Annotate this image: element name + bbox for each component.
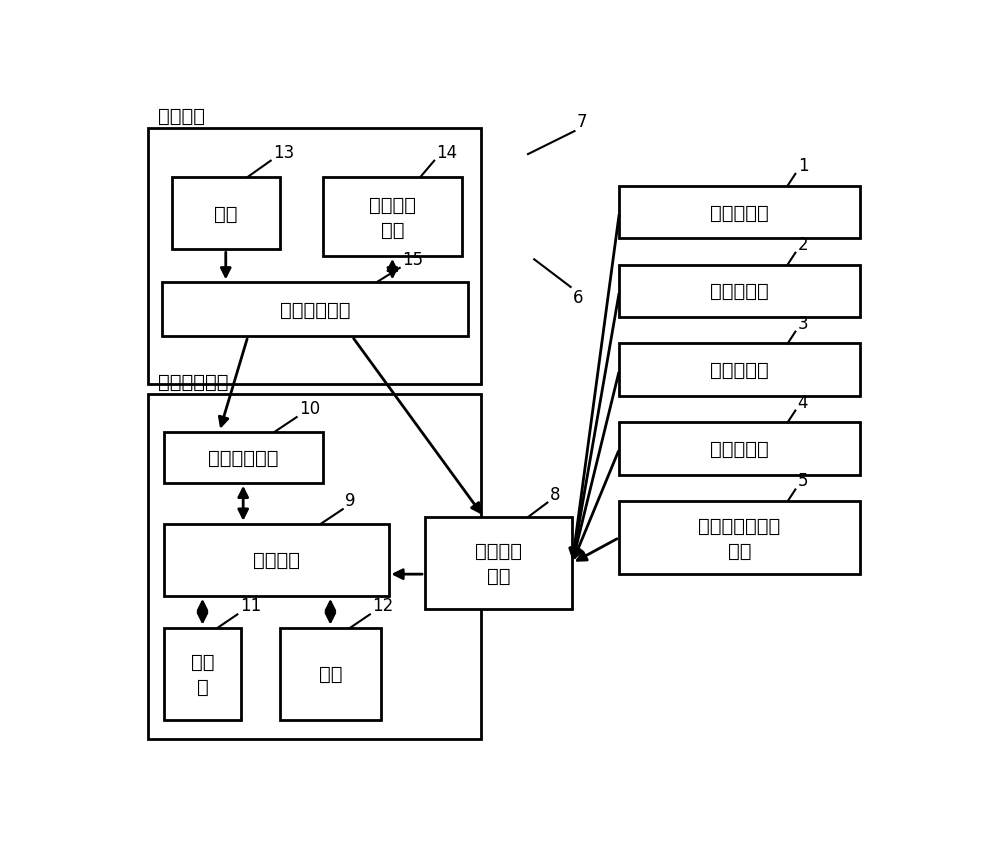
Text: 7: 7 bbox=[577, 113, 587, 131]
Text: 无线充电
端口: 无线充电 端口 bbox=[369, 195, 416, 240]
Bar bbox=[172, 178, 280, 250]
Text: 电源管理模块: 电源管理模块 bbox=[280, 300, 351, 319]
Text: 信号调理
模块: 信号调理 模块 bbox=[475, 542, 522, 585]
Text: 8: 8 bbox=[550, 485, 560, 503]
Bar bbox=[164, 432, 323, 484]
Text: 数据处理模块: 数据处理模块 bbox=[158, 373, 228, 392]
Bar bbox=[164, 628, 241, 720]
Bar bbox=[619, 423, 860, 475]
Text: 无线传输模块: 无线传输模块 bbox=[208, 448, 278, 467]
Text: 2: 2 bbox=[798, 235, 808, 253]
Text: 15: 15 bbox=[402, 251, 423, 269]
Text: 多轴运动感测传
感器: 多轴运动感测传 感器 bbox=[698, 516, 781, 560]
Bar bbox=[148, 129, 481, 385]
Text: 6: 6 bbox=[573, 288, 583, 306]
Bar bbox=[619, 344, 860, 397]
Bar bbox=[323, 178, 462, 257]
Bar bbox=[619, 265, 860, 318]
Text: 温度传感器: 温度传感器 bbox=[710, 282, 769, 301]
Text: 13: 13 bbox=[273, 143, 294, 161]
Text: 盐分传感器: 盐分传感器 bbox=[710, 203, 769, 222]
Text: 12: 12 bbox=[372, 597, 393, 615]
Text: 位移传感器: 位移传感器 bbox=[710, 439, 769, 459]
Bar bbox=[280, 628, 381, 720]
Bar bbox=[148, 395, 481, 740]
Text: 14: 14 bbox=[437, 143, 458, 161]
Bar bbox=[164, 524, 388, 596]
Text: 水分传感器: 水分传感器 bbox=[710, 361, 769, 380]
Bar bbox=[425, 518, 572, 609]
Text: 微控制器: 微控制器 bbox=[253, 551, 300, 570]
Text: 10: 10 bbox=[299, 400, 320, 418]
Text: 11: 11 bbox=[240, 597, 261, 615]
Text: 3: 3 bbox=[798, 314, 808, 332]
Text: 5: 5 bbox=[798, 472, 808, 490]
Bar bbox=[619, 187, 860, 239]
Text: 4: 4 bbox=[798, 393, 808, 411]
Text: 电池: 电池 bbox=[214, 205, 238, 223]
Text: 按键: 按键 bbox=[319, 664, 342, 683]
Bar bbox=[619, 502, 860, 574]
Text: 指示
灯: 指示 灯 bbox=[191, 652, 214, 696]
Text: 1: 1 bbox=[798, 157, 808, 175]
Text: 电源模块: 电源模块 bbox=[158, 107, 205, 125]
Bar bbox=[162, 283, 468, 337]
Text: 9: 9 bbox=[345, 491, 356, 509]
